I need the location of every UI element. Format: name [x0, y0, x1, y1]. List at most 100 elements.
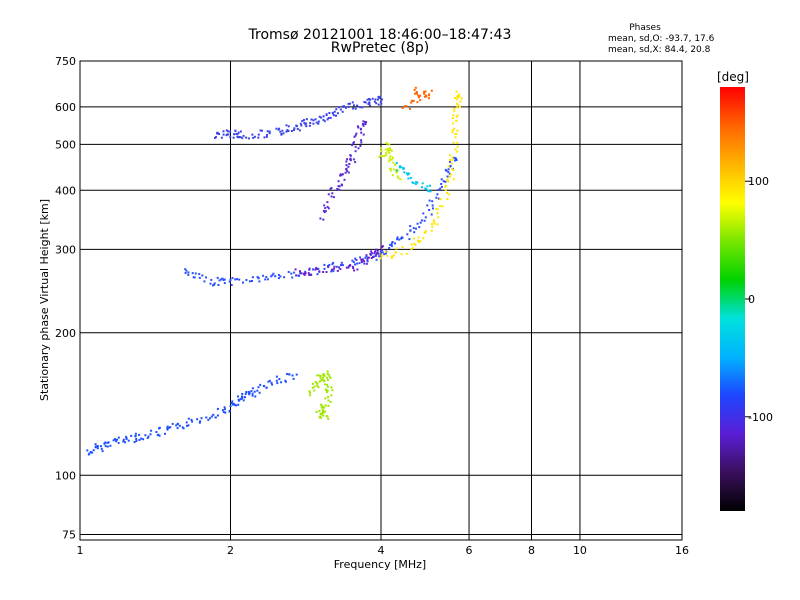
data-point [315, 411, 318, 413]
data-point [414, 243, 417, 246]
data-point [419, 99, 422, 102]
data-point [389, 167, 392, 170]
data-point [125, 437, 128, 440]
data-point [437, 216, 440, 219]
data-point [446, 178, 449, 181]
data-point [237, 398, 240, 401]
data-point [436, 193, 439, 196]
data-point [323, 211, 326, 214]
data-point [270, 275, 273, 278]
data-point [410, 101, 413, 104]
data-point [451, 131, 454, 134]
data-point [301, 120, 304, 122]
data-point [342, 105, 345, 108]
data-point [440, 183, 443, 185]
data-point [327, 266, 330, 268]
data-point [322, 209, 325, 212]
data-point [402, 168, 405, 170]
data-point [243, 396, 246, 399]
data-point [418, 226, 421, 229]
data-point [237, 395, 239, 398]
data-point [205, 276, 207, 279]
data-point [268, 379, 271, 382]
data-point [329, 116, 332, 119]
data-point [384, 148, 387, 151]
data-point [453, 107, 456, 110]
data-point [242, 399, 245, 402]
data-point [138, 433, 141, 436]
data-point [427, 189, 430, 192]
data-point [258, 280, 261, 283]
data-point [293, 127, 296, 130]
data-point [395, 247, 398, 250]
data-point [124, 441, 127, 444]
data-point [263, 136, 266, 139]
y-tick-label: 200 [55, 327, 76, 340]
data-point [453, 127, 456, 130]
data-point [449, 160, 451, 163]
data-point [166, 428, 169, 431]
data-point [374, 250, 376, 253]
data-point [247, 391, 250, 393]
data-point [256, 276, 259, 278]
data-point [414, 86, 417, 89]
data-point [319, 217, 322, 220]
data-point [349, 154, 352, 157]
data-point [223, 282, 226, 285]
data-point [317, 386, 320, 389]
data-point [214, 136, 216, 139]
data-point [371, 97, 374, 100]
data-point [187, 424, 190, 427]
data-point [323, 374, 326, 377]
data-point [293, 128, 295, 131]
data-point [365, 254, 368, 257]
data-point [409, 225, 412, 228]
data-point [169, 426, 172, 429]
data-point [427, 97, 430, 100]
data-point [415, 181, 418, 183]
data-point [330, 394, 333, 397]
data-point [322, 414, 325, 417]
data-point [320, 403, 323, 406]
data-point [257, 136, 260, 139]
data-point [444, 168, 447, 171]
data-point [326, 370, 329, 373]
data-point [362, 120, 365, 123]
grid [80, 61, 682, 540]
data-point [210, 278, 213, 281]
data-point [365, 262, 368, 265]
data-point [388, 143, 391, 146]
data-point [460, 97, 463, 100]
data-point [390, 242, 393, 245]
data-point [345, 160, 348, 163]
data-point [325, 389, 328, 392]
data-point [317, 267, 320, 270]
data-point [235, 132, 238, 135]
data-point [406, 233, 409, 236]
data-point [101, 450, 104, 453]
data-point [436, 208, 439, 211]
data-point [455, 119, 458, 122]
data-point [360, 258, 363, 261]
data-point [327, 404, 330, 407]
data-point [191, 420, 194, 423]
data-point [335, 114, 337, 117]
data-point [319, 415, 322, 418]
data-point [186, 424, 188, 427]
y-tick-label: 600 [55, 101, 76, 114]
data-point [266, 130, 269, 133]
data-point [433, 219, 436, 222]
data-point [385, 151, 388, 154]
data-point [332, 114, 335, 117]
data-point [388, 247, 391, 249]
data-point [335, 265, 338, 268]
data-point [112, 439, 115, 442]
data-point [374, 255, 377, 257]
data-point [315, 121, 318, 124]
data-point [228, 280, 231, 283]
data-point [426, 204, 429, 207]
data-point [449, 159, 451, 161]
data-point [338, 266, 340, 269]
data-point [416, 222, 419, 225]
data-point [251, 280, 253, 282]
